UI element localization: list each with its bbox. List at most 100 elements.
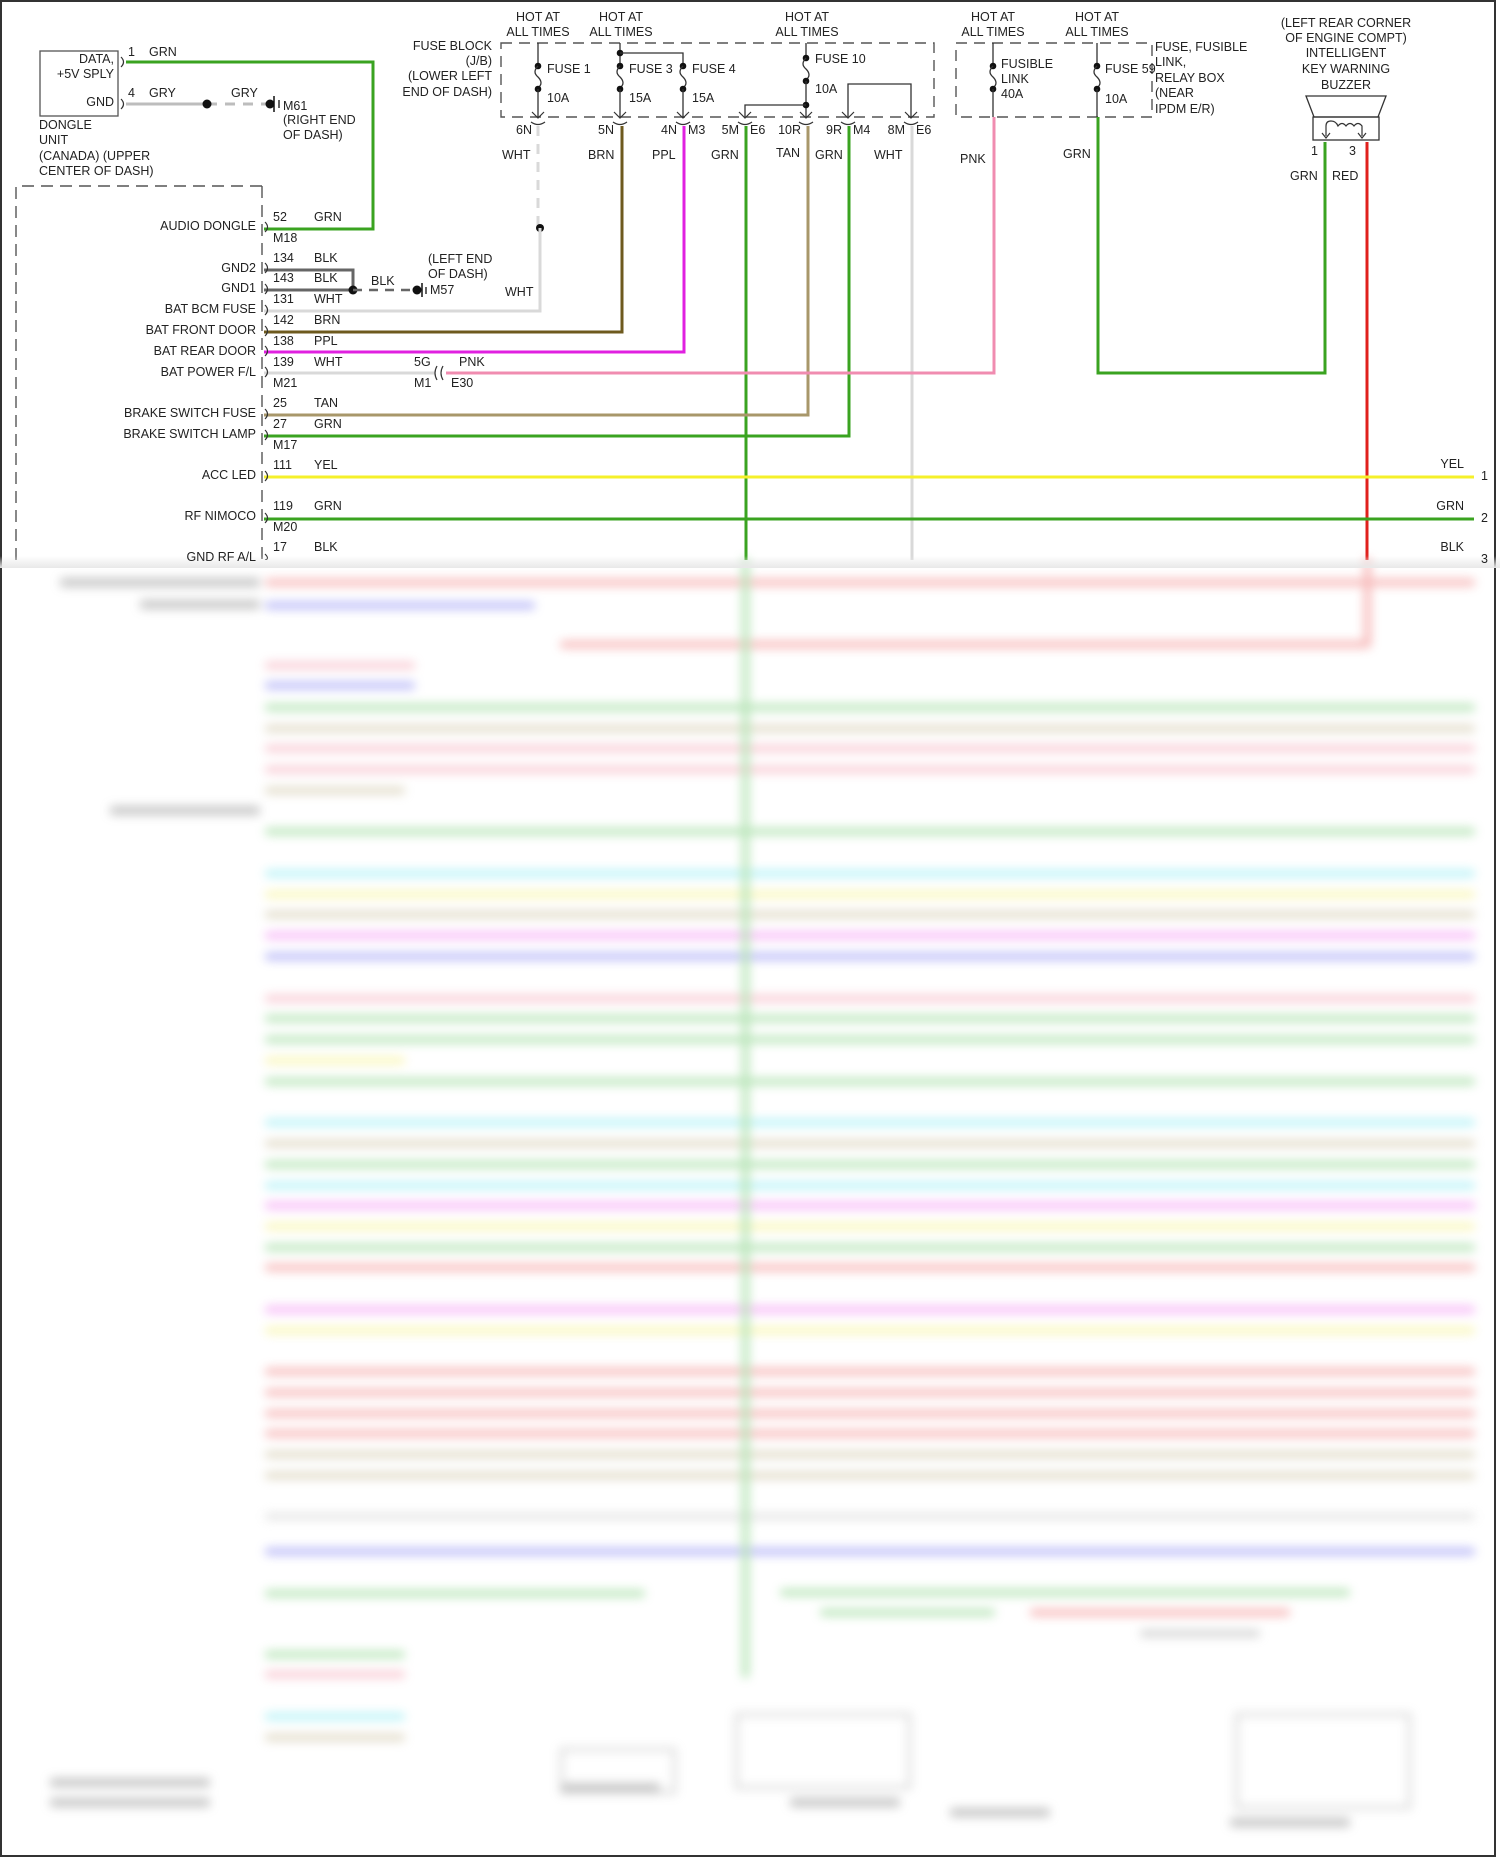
hot-label-fl-b: ALL TIMES: [961, 25, 1025, 39]
bcm-row-gnd2: GND2: [221, 261, 256, 275]
relay-box-name-1: FUSE, FUSIBLE: [1155, 40, 1248, 54]
buzzer-location-2: OF ENGINE COMPT): [1285, 31, 1407, 45]
hot-label-fuse3-a: HOT AT: [599, 10, 643, 24]
bcm-pin-25: 25: [273, 396, 287, 410]
dongle-pin1-wire: GRN: [149, 45, 177, 59]
fuse-block-name-2: (J/B): [465, 54, 492, 68]
bcm-pin-143: 143: [273, 271, 294, 285]
fuse-block-name-3: (LOWER LEFT: [407, 69, 492, 83]
fuse4-rating: 15A: [692, 91, 715, 105]
m57-location-1: (LEFT END: [428, 252, 493, 266]
buzzer-wire-grn: GRN: [1290, 169, 1318, 183]
wire-label-ppl: PPL: [652, 148, 676, 162]
bcm-wire-139: WHT: [314, 355, 343, 369]
fuse-block-name-1: FUSE BLOCK: [412, 39, 492, 53]
bcm-row-audio-dongle: AUDIO DONGLE: [160, 219, 256, 233]
bcm-row-brake-switch-fuse: BRAKE SWITCH FUSE: [124, 406, 256, 420]
dongle-pin4-wire: GRY: [149, 86, 176, 100]
terminal-6n: 6N: [516, 123, 532, 137]
blurred-lower-diagram: [0, 558, 1500, 1861]
dongle-name-4: CENTER OF DASH): [39, 164, 154, 178]
bcm-pin-111: 111: [273, 458, 293, 472]
terminal-5n: 5N: [598, 123, 614, 137]
ground-location-1: (RIGHT END: [283, 113, 356, 127]
wire-label-grn-f59: GRN: [1063, 147, 1091, 161]
relay-box-name-5: IPDM E/R): [1155, 102, 1215, 116]
right-wire-yel: YEL: [1440, 457, 1464, 471]
connector-e6-a: E6: [750, 123, 766, 137]
bcm-row-rf-nimoco: RF NIMOCO: [184, 509, 256, 523]
wire-label-tan: TAN: [776, 146, 801, 160]
bcm-wire-27: GRN: [314, 417, 342, 431]
dongle-name-3: (CANADA) (UPPER: [39, 149, 151, 163]
bcm-pin-52: 52: [273, 210, 287, 224]
dongle-ground-wire: GRY: [231, 86, 258, 100]
fuse3-rating: 15A: [629, 91, 652, 105]
bcm-conn-m17: M17: [273, 438, 298, 452]
buzzer-name-3: BUZZER: [1321, 78, 1371, 92]
bcm-wire-131: WHT: [314, 292, 343, 306]
bcm-row-brake-switch-lamp: BRAKE SWITCH LAMP: [123, 427, 256, 441]
connector-m3: M3: [688, 123, 706, 137]
bcm-pin-134: 134: [273, 251, 294, 265]
wire-label-wht-6n: WHT: [502, 148, 531, 162]
bcm-wire-134: BLK: [314, 251, 338, 265]
wire-label-pnk: PNK: [960, 152, 986, 166]
connector-e6-b: E6: [916, 123, 932, 137]
dongle-pin1-label: DATA,: [79, 52, 114, 66]
fuse1-name: FUSE 1: [547, 62, 591, 76]
fuse59-name: FUSE 59: [1105, 62, 1156, 76]
bcm-pin-131: 131: [273, 292, 294, 306]
fuse10-name: FUSE 10: [815, 52, 866, 66]
terminal-10r: 10R: [778, 123, 801, 137]
right-pin-1: 1: [1481, 469, 1488, 483]
wire-label-wht-8m: WHT: [874, 148, 903, 162]
hot-label-fl-a: HOT AT: [971, 10, 1015, 24]
terminal-9r: 9R: [826, 123, 842, 137]
wire-label-brn: BRN: [588, 148, 615, 162]
bcm-wire-138: PPL: [314, 334, 338, 348]
dongle-pin4-number: 4: [128, 86, 135, 100]
bcm-row-gnd-rf-al: GND RF A/L: [186, 550, 256, 564]
ground-splice-wire: BLK: [371, 274, 395, 288]
bcm-conn-m21: M21: [273, 376, 298, 390]
fusible-link-name2: LINK: [1001, 72, 1029, 86]
m57-location-2: OF DASH): [428, 267, 488, 281]
ground-ref-m61: M61: [283, 99, 308, 113]
right-pin-3: 3: [1481, 552, 1488, 566]
bcm-pin-17: 17: [273, 540, 287, 554]
terminal-5m: 5M: [721, 123, 739, 137]
fuse59-rating: 10A: [1105, 92, 1128, 106]
connector-m4: M4: [853, 123, 871, 137]
bcm-wire-143: BLK: [314, 271, 338, 285]
fuse4-name: FUSE 4: [692, 62, 736, 76]
dongle-pin1-number: 1: [128, 45, 135, 59]
hot-label-fuse10-a: HOT AT: [785, 10, 829, 24]
bcm-wire-25: TAN: [314, 396, 339, 410]
fuse1-rating: 10A: [547, 91, 570, 105]
bcm-pin-139: 139: [273, 355, 294, 369]
right-wire-blk: BLK: [1440, 540, 1464, 554]
buzzer-pin3: 3: [1349, 144, 1356, 158]
bcm-row-bat-power-fl: BAT POWER F/L: [160, 365, 256, 379]
right-wire-grn: GRN: [1436, 499, 1464, 513]
hot-label-f59-b: ALL TIMES: [1065, 25, 1129, 39]
fuse3-name: FUSE 3: [629, 62, 673, 76]
ground-ref-m57: M57: [430, 283, 455, 297]
hot-label-fuse1-b: ALL TIMES: [506, 25, 570, 39]
inline-wire-pnk: PNK: [459, 355, 485, 369]
fusible-link-rating: 40A: [1001, 87, 1024, 101]
relay-box-name-2: LINK,: [1155, 55, 1187, 69]
dongle-name-2: UNIT: [39, 133, 69, 147]
dongle-name-1: DONGLE: [39, 118, 92, 132]
hot-label-fuse10-b: ALL TIMES: [775, 25, 839, 39]
wire-label-grn-9r: GRN: [815, 148, 843, 162]
terminal-4n: 4N: [661, 123, 677, 137]
bcm-pin-138: 138: [273, 334, 294, 348]
bcm-pin-119: 119: [273, 499, 293, 513]
hot-label-f59-a: HOT AT: [1075, 10, 1119, 24]
relay-box-name-3: RELAY BOX: [1155, 71, 1225, 85]
bcm-row-gnd1: GND1: [221, 281, 256, 295]
bcm-row-bat-front-door: BAT FRONT DOOR: [145, 323, 256, 337]
